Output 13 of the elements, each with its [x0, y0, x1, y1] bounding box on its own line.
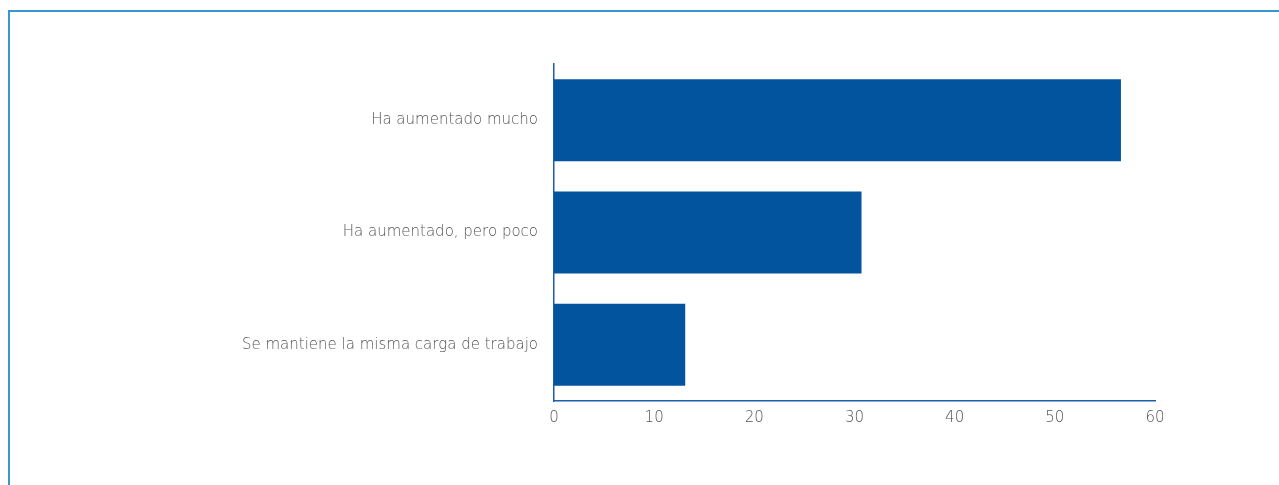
x-tick-label: 50: [1045, 407, 1065, 426]
y-tick-label: Ha aumentado mucho: [371, 110, 538, 129]
y-tick-label: Se mantiene la misma carga de trabajo: [241, 334, 538, 353]
bar: [554, 79, 1121, 162]
bar: [554, 303, 686, 386]
y-tick-label: Ha aumentado, pero poco: [342, 222, 538, 241]
x-tick-label: 60: [1145, 407, 1165, 426]
x-tick-label: 10: [644, 407, 664, 426]
x-tick-label: 0: [549, 407, 559, 426]
bar: [554, 191, 862, 274]
x-tick-label: 20: [744, 407, 764, 426]
x-tick-label: 40: [945, 407, 965, 426]
x-tick-label: 30: [844, 407, 865, 426]
